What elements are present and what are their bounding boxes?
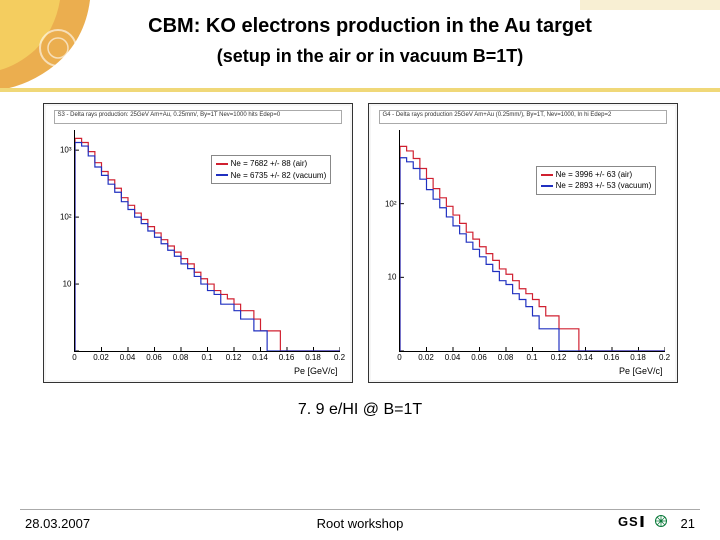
x-tick-label: 0.02 [418, 351, 434, 362]
legend: Ne = 7682 +/- 88 (air)Ne = 6735 +/- 82 (… [211, 155, 332, 183]
x-tick-label: 0.08 [173, 351, 189, 362]
x-tick-label: 0.04 [120, 351, 136, 362]
x-tick-label: 0.14 [252, 351, 268, 362]
x-tick-label: 0.08 [498, 351, 514, 362]
legend-text: Ne = 6735 +/- 82 (vacuum) [231, 170, 327, 181]
footer-date: 28.03.2007 [25, 516, 90, 531]
x-tick-label: 0.14 [577, 351, 593, 362]
legend-swatch [541, 174, 553, 176]
summary-text: 7. 9 e/HI @ B=1T [0, 401, 720, 419]
x-tick-label: 0 [397, 351, 401, 362]
svg-text:G: G [618, 514, 628, 529]
y-tick-label: 10 [388, 273, 400, 282]
x-axis-title: Pe [GeV/c] [619, 366, 663, 376]
legend-item: Ne = 3996 +/- 63 (air) [541, 169, 652, 180]
legend-swatch [216, 174, 228, 176]
x-tick-label: 0.18 [630, 351, 646, 362]
y-tick-label: 10³ [60, 146, 75, 155]
chart-geant4: G4 - Delta rays production 25GeV Am+Au (… [368, 103, 678, 383]
page-subtitle: (setup in the air or in vacuum B=1T) [60, 46, 680, 67]
x-tick-label: 0.02 [93, 351, 109, 362]
legend-text: Ne = 2893 +/- 53 (vacuum) [556, 180, 652, 191]
footer: 28.03.2007 Root workshop G S 21 [0, 514, 720, 532]
legend-swatch [216, 163, 228, 165]
page-title: CBM: KO electrons production in the Au t… [60, 15, 680, 38]
footer-divider [20, 509, 700, 510]
x-tick-label: 0.1 [201, 351, 212, 362]
x-tick-label: 0.2 [334, 351, 345, 362]
legend-text: Ne = 3996 +/- 63 (air) [556, 169, 632, 180]
footer-center: Root workshop [317, 516, 404, 531]
x-tick-label: 0 [72, 351, 76, 362]
legend: Ne = 3996 +/- 63 (air)Ne = 2893 +/- 53 (… [536, 166, 657, 194]
legend-item: Ne = 7682 +/- 88 (air) [216, 158, 327, 169]
x-tick-label: 0.18 [305, 351, 321, 362]
x-tick-label: 0.1 [526, 351, 537, 362]
plot-area: 00.020.040.060.080.10.120.140.160.180.21… [399, 130, 665, 352]
legend-text: Ne = 7682 +/- 88 (air) [231, 158, 307, 169]
x-tick-label: 0.16 [279, 351, 295, 362]
x-tick-label: 0.12 [551, 351, 567, 362]
x-tick-label: 0.06 [471, 351, 487, 362]
x-tick-label: 0.12 [226, 351, 242, 362]
gsi-logo-icon: G S [618, 514, 673, 532]
x-tick-label: 0.16 [604, 351, 620, 362]
legend-item: Ne = 6735 +/- 82 (vacuum) [216, 170, 327, 181]
x-tick-label: 0.2 [659, 351, 670, 362]
chart-geant3: S3 - Delta rays production: 25GeV Am+Au,… [43, 103, 353, 383]
x-axis-title: Pe [GeV/c] [294, 366, 338, 376]
page-number: 21 [681, 516, 695, 531]
x-tick-label: 0.06 [146, 351, 162, 362]
y-tick-label: 10² [385, 199, 400, 208]
chart-title-box: G4 - Delta rays production 25GeV Am+Au (… [379, 110, 667, 124]
legend-swatch [541, 185, 553, 187]
svg-text:S: S [629, 514, 638, 529]
charts-row: S3 - Delta rays production: 25GeV Am+Au,… [0, 103, 720, 383]
y-tick-label: 10 [63, 280, 75, 289]
legend-item: Ne = 2893 +/- 53 (vacuum) [541, 180, 652, 191]
chart-title-box: S3 - Delta rays production: 25GeV Am+Au,… [54, 110, 342, 124]
x-tick-label: 0.04 [445, 351, 461, 362]
y-tick-label: 10² [60, 213, 75, 222]
